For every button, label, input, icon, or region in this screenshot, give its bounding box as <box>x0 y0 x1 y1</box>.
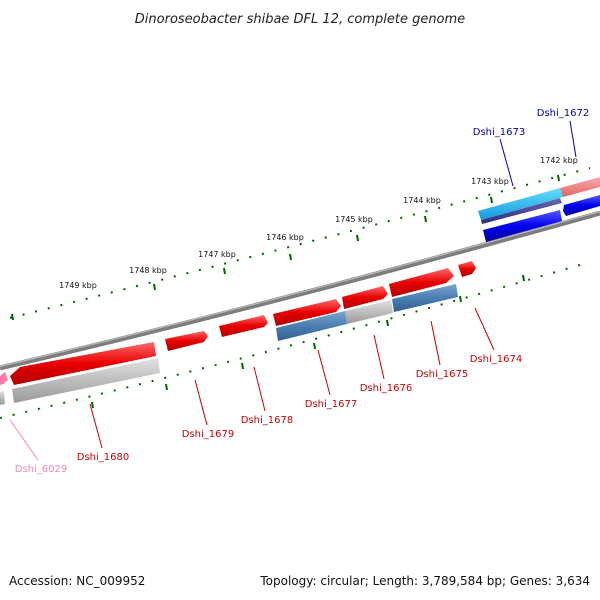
label-dshi-6029[interactable]: Dshi_6029 <box>15 464 67 475</box>
cds-dshi-1680[interactable] <box>12 358 160 403</box>
label-dshi-1679[interactable]: Dshi_1679 <box>182 429 234 440</box>
leader-dshi-1674 <box>474 307 495 351</box>
reverse-strand-features <box>478 177 600 242</box>
genome-summary-text: Topology: circular; Length: 3,789,584 bp… <box>259 574 590 588</box>
label-dshi-1672[interactable]: Dshi_1672 <box>537 108 589 119</box>
cds-dshi-1677[interactable] <box>276 311 347 341</box>
tick-label-1743: 1743 kbp <box>471 177 509 186</box>
label-dshi-1680[interactable]: Dshi_1680 <box>77 452 129 463</box>
gene-dshi-1673-arrow[interactable] <box>483 210 562 242</box>
label-dshi-1674[interactable]: Dshi_1674 <box>470 354 522 365</box>
gene-labels: Dshi_1672 Dshi_1673 Dshi_1674 Dshi_1675 … <box>15 108 589 475</box>
leader-dshi-1678 <box>253 366 266 412</box>
accession-text: Accession: NC_009952 <box>9 574 145 588</box>
leader-dshi-1675 <box>430 320 441 366</box>
leader-lines <box>9 120 577 461</box>
tick-label-1747: 1747 kbp <box>198 250 236 259</box>
tick-label-1746: 1746 kbp <box>266 233 304 242</box>
gene-dshi-1678-arrow[interactable] <box>219 315 268 337</box>
gene-dshi-1674-arrow[interactable] <box>458 261 476 277</box>
forward-strand-genes <box>0 261 476 385</box>
leader-dshi-1673 <box>499 138 514 187</box>
leader-dshi-1679 <box>194 379 208 426</box>
genome-title: Dinoroseobacter shibae DFL 12, complete … <box>135 12 465 27</box>
gene-dshi-1679-arrow[interactable] <box>165 331 208 351</box>
leader-dshi-1677 <box>317 349 331 396</box>
outer-major-ticks <box>11 174 560 321</box>
genome-backbone-highlight <box>0 210 600 368</box>
tick-label-1745: 1745 kbp <box>335 215 373 224</box>
gene-dshi-1676-arrow[interactable] <box>342 286 388 309</box>
cds-dshi-1675[interactable] <box>392 284 458 312</box>
gene-dshi-1675-arrow[interactable] <box>389 268 454 297</box>
tick-label-1748: 1748 kbp <box>129 266 167 275</box>
gene-dshi-6029-arrow[interactable] <box>0 372 8 385</box>
label-dshi-1678[interactable]: Dshi_1678 <box>241 415 293 426</box>
feature-dshi-1672-highlight[interactable] <box>560 177 600 197</box>
cds-dshi-1676[interactable] <box>345 300 393 324</box>
feature-dshi-1673-highlight[interactable] <box>478 188 563 220</box>
cds-dshi-6029[interactable] <box>0 391 5 405</box>
leader-dshi-1672 <box>569 120 577 158</box>
gene-dshi-1672-arrow[interactable] <box>563 195 600 216</box>
tick-label-1749: 1749 kbp <box>59 281 97 290</box>
tick-label-1744: 1744 kbp <box>403 196 441 205</box>
leader-dshi-1676 <box>373 334 385 380</box>
label-dshi-1673[interactable]: Dshi_1673 <box>473 127 525 138</box>
leader-dshi-6029 <box>9 419 39 461</box>
feature-dshi-1673-cds[interactable] <box>481 198 562 224</box>
leader-dshi-1680 <box>89 403 103 449</box>
genome-backbone <box>0 210 600 371</box>
label-dshi-1675[interactable]: Dshi_1675 <box>416 369 468 380</box>
forward-strand-cds <box>0 284 458 405</box>
label-dshi-1676[interactable]: Dshi_1676 <box>360 383 412 394</box>
gene-dshi-1680-arrow[interactable] <box>10 342 156 385</box>
inner-major-ticks <box>91 274 525 409</box>
label-dshi-1677[interactable]: Dshi_1677 <box>305 399 357 410</box>
gene-dshi-1677-arrow[interactable] <box>273 299 341 326</box>
tick-label-1742: 1742 kbp <box>540 156 578 165</box>
